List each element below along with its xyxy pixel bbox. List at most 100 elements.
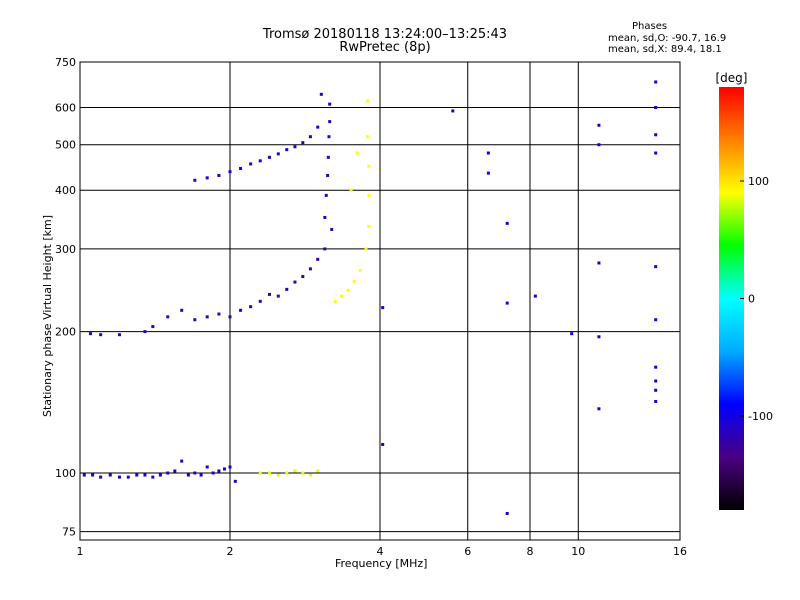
data-point [143, 473, 147, 477]
data-point [597, 143, 601, 147]
plot-frame [79, 61, 681, 541]
data-point [333, 299, 337, 303]
data-point [211, 471, 215, 475]
data-point [108, 473, 112, 477]
data-point [151, 475, 155, 479]
data-point [193, 318, 197, 322]
y-tick-label: 400 [55, 184, 76, 197]
y-tick-label: 200 [55, 326, 76, 339]
data-point [505, 301, 509, 305]
data-point [367, 224, 371, 228]
x-tick-label: 1 [77, 545, 84, 558]
data-point [217, 312, 221, 316]
data-point [223, 467, 227, 471]
data-point [99, 475, 103, 479]
x-tick-label: 8 [527, 545, 534, 558]
data-point [99, 333, 103, 337]
data-point [193, 178, 197, 182]
data-point [451, 109, 455, 113]
data-point [352, 279, 356, 283]
data-point [239, 166, 243, 170]
data-point [597, 261, 601, 265]
data-point [316, 125, 320, 129]
data-point [324, 193, 328, 197]
data-point [126, 475, 130, 479]
data-point [330, 227, 334, 231]
y-tick-label: 500 [55, 139, 76, 152]
data-point [267, 471, 271, 475]
data-point [186, 473, 190, 477]
data-point [228, 315, 232, 319]
grid-lines [80, 62, 680, 540]
data-point [285, 471, 289, 475]
colorbar-tick-label: 0 [748, 293, 755, 306]
phase-colorbar: [deg] 100 0 -100 [716, 71, 773, 510]
data-point [570, 332, 574, 336]
data-point [367, 164, 371, 168]
data-point [355, 151, 359, 155]
colorbar-label: [deg] [716, 71, 748, 85]
data-point [217, 469, 221, 473]
chart-title: Tromsø 20180118 13:24:00–13:25:43 [262, 27, 508, 42]
colorbar-tick-label: -100 [748, 410, 773, 423]
data-point [166, 315, 170, 319]
data-point [82, 473, 86, 477]
data-point [166, 471, 170, 475]
data-point [151, 325, 155, 329]
data-point [505, 221, 509, 225]
data-point [276, 473, 280, 477]
data-point [486, 171, 490, 175]
data-point [319, 92, 323, 96]
x-axis-ticks: 1 2 4 6 8 10 16 [77, 545, 688, 558]
data-point [276, 294, 280, 298]
data-point [505, 511, 509, 515]
data-point [249, 162, 253, 166]
y-tick-label: 600 [55, 102, 76, 115]
data-point [654, 265, 658, 269]
data-point [258, 299, 262, 303]
data-point [654, 399, 658, 403]
data-point [228, 170, 232, 174]
data-point [267, 292, 271, 296]
data-point [258, 159, 262, 163]
data-point [381, 306, 385, 310]
data-point [366, 135, 370, 139]
data-point [117, 333, 121, 337]
data-point [323, 247, 327, 251]
data-point [158, 473, 162, 477]
data-point [328, 102, 332, 106]
data-point [301, 275, 305, 279]
data-point [301, 471, 305, 475]
data-point [381, 442, 385, 446]
data-point [285, 287, 289, 291]
data-point [308, 473, 312, 477]
data-point [180, 308, 184, 312]
data-point [654, 80, 658, 84]
colorbar-gradient [719, 87, 744, 510]
data-point [654, 106, 658, 110]
data-point [654, 388, 658, 392]
data-points [82, 80, 658, 515]
x-axis-label: Frequency [MHz] [335, 557, 428, 570]
data-point [326, 155, 330, 159]
x-tick-label: 10 [571, 545, 585, 558]
data-point [367, 193, 371, 197]
data-point [205, 315, 209, 319]
data-point [349, 188, 353, 192]
y-tick-label: 300 [55, 243, 76, 256]
data-point [654, 151, 658, 155]
data-point [199, 473, 203, 477]
data-point [239, 308, 243, 312]
data-point [308, 135, 312, 139]
data-point [267, 155, 271, 159]
data-point [346, 288, 350, 292]
data-point [308, 267, 312, 271]
data-point [301, 141, 305, 145]
data-point [135, 473, 139, 477]
data-point [654, 133, 658, 137]
data-point [228, 465, 232, 469]
data-point [249, 305, 253, 309]
colorbar-tick-label: 100 [748, 175, 769, 188]
phases-o-mode: mean, sd,O: -90.7, 16.9 [608, 33, 727, 44]
data-point [193, 471, 197, 475]
